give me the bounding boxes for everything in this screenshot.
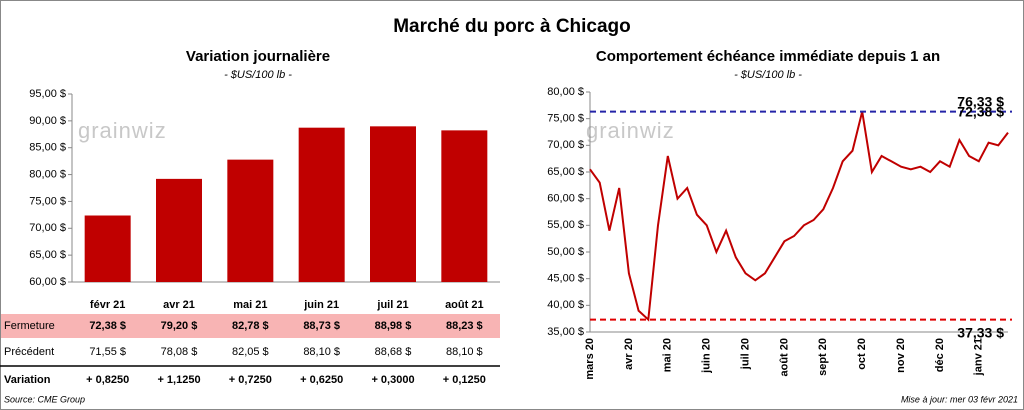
table-cell: 88,23 $	[446, 320, 483, 332]
y-tick-label: 80,00 $	[29, 168, 66, 180]
table-cell: 82,05 $	[232, 346, 269, 358]
y-tick-label: 80,00 $	[547, 86, 584, 98]
x-tick-label: juin 20	[701, 338, 713, 374]
row-highlight	[1, 314, 500, 338]
table-cell: 88,68 $	[375, 346, 412, 358]
y-tick-label: 70,00 $	[29, 222, 66, 234]
x-tick-label: août 20	[778, 338, 790, 377]
y-tick-label: 70,00 $	[547, 139, 584, 151]
annotation-label: 72,38 $	[957, 103, 1004, 119]
page-title: Marché du porc à Chicago	[393, 16, 631, 37]
table-cell: 88,10 $	[303, 346, 340, 358]
y-tick-label: 40,00 $	[547, 299, 584, 311]
y-tick-label: 75,00 $	[29, 195, 66, 207]
source: Source: CME Group	[4, 394, 85, 404]
y-tick-label: 35,00 $	[547, 326, 584, 338]
watermark: grainwiz	[586, 118, 675, 143]
y-tick-label: 90,00 $	[29, 115, 66, 127]
x-tick-label: déc 20	[934, 338, 946, 372]
chart-title: Comportement échéance immédiate depuis 1…	[596, 48, 940, 65]
table-cell: 88,98 $	[375, 320, 412, 332]
x-tick-label: août 21	[445, 299, 484, 311]
annotation-label: 76,33 $	[957, 93, 1004, 109]
bar	[370, 126, 416, 282]
y-tick-label: 55,00 $	[547, 219, 584, 231]
x-tick-label: oct 20	[856, 338, 868, 370]
y-tick-label: 65,00 $	[547, 166, 584, 178]
bar	[441, 130, 488, 282]
annotation-label: 37,33 $	[957, 324, 1004, 340]
y-tick-label: 45,00 $	[547, 273, 584, 285]
y-tick-label: 65,00 $	[29, 249, 66, 261]
table-cell: + 0,6250	[300, 374, 343, 386]
chart-subtitle: - $US/100 lb -	[224, 69, 292, 81]
row-label: Fermeture	[4, 320, 55, 332]
bar	[156, 178, 202, 282]
table-cell: 88,73 $	[303, 320, 340, 332]
bar	[298, 127, 345, 282]
x-tick-label: mars 20	[584, 338, 596, 380]
chart-title: Variation journalière	[186, 48, 330, 65]
row-label: Précédent	[4, 346, 54, 358]
bar	[84, 215, 131, 282]
y-tick-label: 85,00 $	[29, 142, 66, 154]
table-cell: 71,55 $	[89, 346, 126, 358]
x-tick-label: juil 20	[739, 338, 751, 370]
y-tick-label: 50,00 $	[547, 246, 584, 258]
x-tick-label: juil 21	[376, 299, 408, 311]
table-cell: + 0,8250	[86, 374, 129, 386]
table-cell: + 0,7250	[229, 374, 272, 386]
x-tick-label: mai 21	[233, 299, 267, 311]
x-tick-label: avr 21	[163, 299, 195, 311]
table-cell: + 0,1250	[443, 374, 486, 386]
line	[589, 111, 1009, 322]
y-tick-label: 60,00 $	[29, 276, 66, 288]
watermark: grainwiz	[78, 118, 167, 143]
y-tick-label: 60,00 $	[547, 193, 584, 205]
table-cell: + 0,3000	[371, 374, 414, 386]
row-label: Variation	[4, 374, 51, 386]
table-cell: 82,78 $	[232, 320, 269, 332]
table-cell: 72,38 $	[89, 320, 126, 332]
table-cell: 78,08 $	[161, 346, 198, 358]
x-tick-label: févr 21	[90, 299, 125, 311]
table-cell: 79,20 $	[161, 320, 198, 332]
x-tick-label: janv 21	[973, 338, 985, 376]
bar	[227, 159, 274, 282]
chart-subtitle: - $US/100 lb -	[734, 69, 802, 81]
x-tick-label: nov 20	[895, 338, 907, 373]
y-tick-label: 95,00 $	[29, 88, 66, 100]
x-tick-label: sept 20	[817, 338, 829, 376]
update-date: Mise à jour: mer 03 févr 2021	[901, 394, 1018, 404]
x-tick-label: juin 21	[303, 299, 339, 311]
y-tick-label: 75,00 $	[547, 113, 584, 125]
x-tick-label: mai 20	[662, 338, 674, 372]
table-cell: + 1,1250	[157, 374, 200, 386]
table-cell: 88,10 $	[446, 346, 483, 358]
x-tick-label: avr 20	[623, 338, 635, 370]
